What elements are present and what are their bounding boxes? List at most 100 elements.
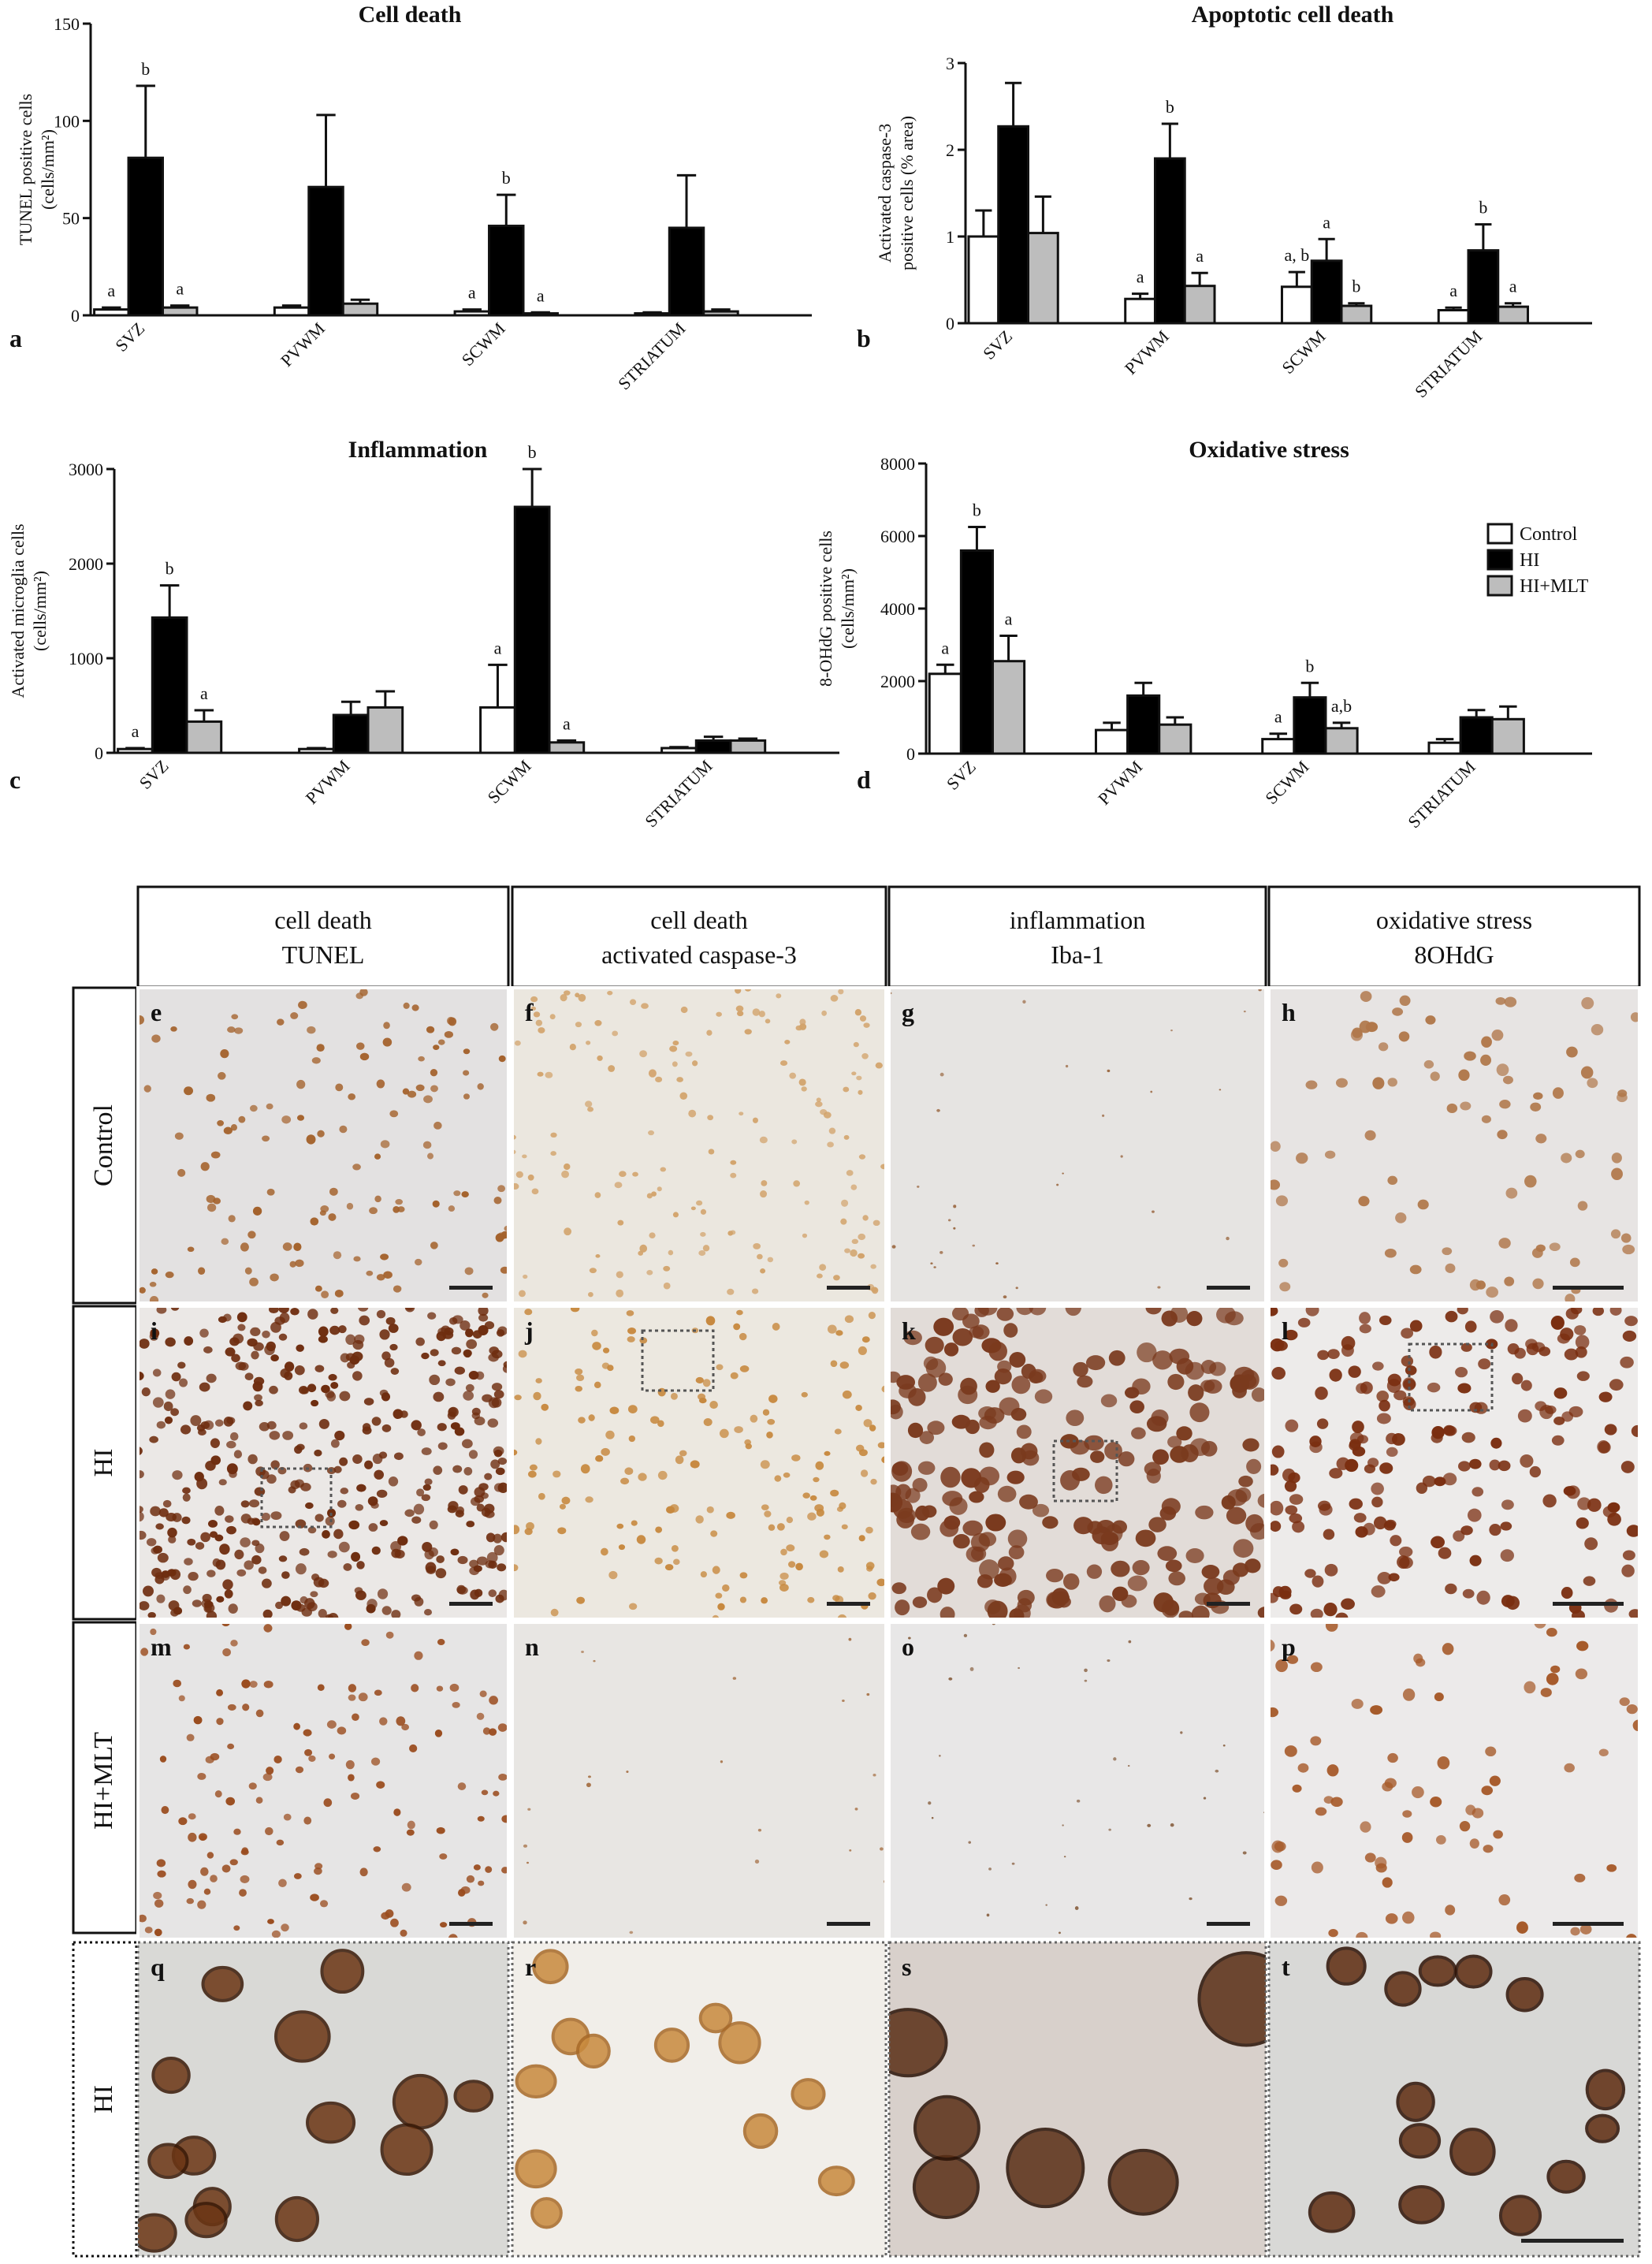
micrograph-o: o: [887, 1621, 1267, 1941]
stained-cell: [179, 1378, 188, 1387]
stained-cell: [1269, 1306, 1278, 1316]
stained-cell: [842, 1699, 845, 1702]
stained-cell: [290, 1480, 300, 1490]
stained-cell: [524, 1528, 533, 1536]
stained-cell: [181, 1516, 191, 1525]
significance-label: a: [1323, 212, 1330, 232]
stained-cell: [221, 1238, 229, 1246]
stained-cell: [815, 1101, 823, 1108]
column-header-line2: 8OHdG: [1414, 940, 1494, 969]
stained-cell: [426, 1026, 435, 1033]
stained-cell: [557, 1527, 567, 1535]
bar-hi-mlt: [1497, 305, 1530, 325]
stained-cell: [595, 1455, 604, 1462]
stained-cell: [858, 1535, 865, 1542]
stained-cell: [165, 1337, 176, 1347]
stained-cell: [242, 1704, 250, 1711]
bar-hi-mlt: [1340, 304, 1373, 325]
stained-cell: [1409, 1320, 1423, 1332]
stained-cell: [936, 1108, 940, 1112]
micrograph-border: [511, 1305, 887, 1621]
stained-cell: [276, 1839, 285, 1846]
stained-cell: [1315, 1387, 1328, 1400]
y-tick-label: 2000: [880, 672, 915, 691]
stained-cell: [802, 1233, 808, 1238]
stained-cell: [1475, 1280, 1486, 1290]
stained-cell: [817, 1273, 823, 1279]
micrograph-label: i: [151, 1316, 158, 1345]
stained-cell: [1197, 1951, 1266, 2047]
stained-cell: [281, 1571, 290, 1579]
stained-cell: [1215, 1769, 1219, 1773]
stained-cell: [463, 1466, 473, 1476]
stained-cell: [985, 1514, 1006, 1532]
stained-cell: [772, 1323, 780, 1331]
stained-cell: [1305, 1080, 1318, 1089]
stained-cell: [1514, 1347, 1526, 1359]
stained-cell: [310, 1893, 319, 1901]
stained-cell: [850, 1249, 858, 1257]
stained-cell: [1107, 2148, 1179, 2216]
stained-cell: [417, 1428, 426, 1436]
stained-cell: [612, 1030, 619, 1037]
stained-cell: [299, 1547, 310, 1556]
stained-cell: [376, 1309, 386, 1319]
stained-cell: [1444, 1425, 1456, 1436]
stained-cell: [1386, 1447, 1398, 1458]
stained-cell: [750, 1414, 758, 1423]
stained-cell: [1185, 1361, 1204, 1380]
stained-cell: [150, 1628, 157, 1636]
stained-cell: [1383, 1520, 1396, 1531]
stained-cell: [760, 1268, 766, 1274]
stained-cell: [149, 1331, 158, 1341]
stained-cell: [490, 1022, 499, 1031]
micrograph-r: r: [511, 1941, 887, 2258]
micrograph-k: k: [887, 1305, 1267, 1621]
bar-control: [1261, 738, 1296, 755]
stained-cell: [535, 1019, 543, 1026]
stained-cell: [310, 1217, 319, 1226]
stained-cell: [948, 1677, 953, 1681]
stained-cell: [1442, 1473, 1457, 1486]
stained-cell: [317, 1130, 325, 1138]
stained-cell: [657, 1470, 668, 1480]
stained-cell: [1502, 1075, 1513, 1085]
stained-cell: [1292, 1784, 1302, 1793]
stained-cell: [730, 1172, 737, 1179]
stained-cell: [515, 2064, 557, 2098]
stained-cell: [1246, 1458, 1262, 1474]
category-label: SCWM: [483, 756, 534, 807]
bar-hi: [1126, 694, 1161, 755]
stained-cell: [1185, 1548, 1204, 1563]
stained-cell: [379, 1717, 388, 1726]
stained-cell: [374, 1689, 382, 1696]
stained-cell: [1203, 1797, 1207, 1800]
stained-cell: [151, 2057, 191, 2095]
stained-cell: [347, 1361, 355, 1369]
stained-cell: [870, 1264, 876, 1269]
stained-cell: [1233, 1539, 1254, 1558]
stained-cell: [1489, 1775, 1501, 1786]
stained-cell: [1289, 1513, 1303, 1524]
stained-cell: [466, 1875, 475, 1883]
stained-cell: [487, 1418, 499, 1428]
stained-cell: [953, 1205, 957, 1208]
y-axis-label: Activated microglia cells (cells/mm²): [8, 523, 50, 698]
stained-cell: [308, 1755, 316, 1762]
stained-cell: [493, 1533, 502, 1543]
stained-cell: [464, 1267, 474, 1275]
stained-cell: [488, 1560, 497, 1570]
stained-cell: [167, 1527, 177, 1538]
stained-cell: [1504, 1276, 1515, 1287]
stained-cell: [994, 1368, 1012, 1385]
stained-cell: [851, 1238, 859, 1245]
significance-label: a: [1274, 707, 1282, 727]
stained-cell: [531, 1188, 539, 1195]
stained-cell: [627, 1405, 638, 1414]
stained-cell: [206, 1093, 216, 1102]
stained-cell: [225, 1797, 236, 1806]
stained-cell: [283, 1813, 292, 1821]
stained-cell: [718, 2021, 761, 2065]
stained-cell: [650, 1416, 660, 1424]
stained-cell: [295, 1259, 304, 1268]
